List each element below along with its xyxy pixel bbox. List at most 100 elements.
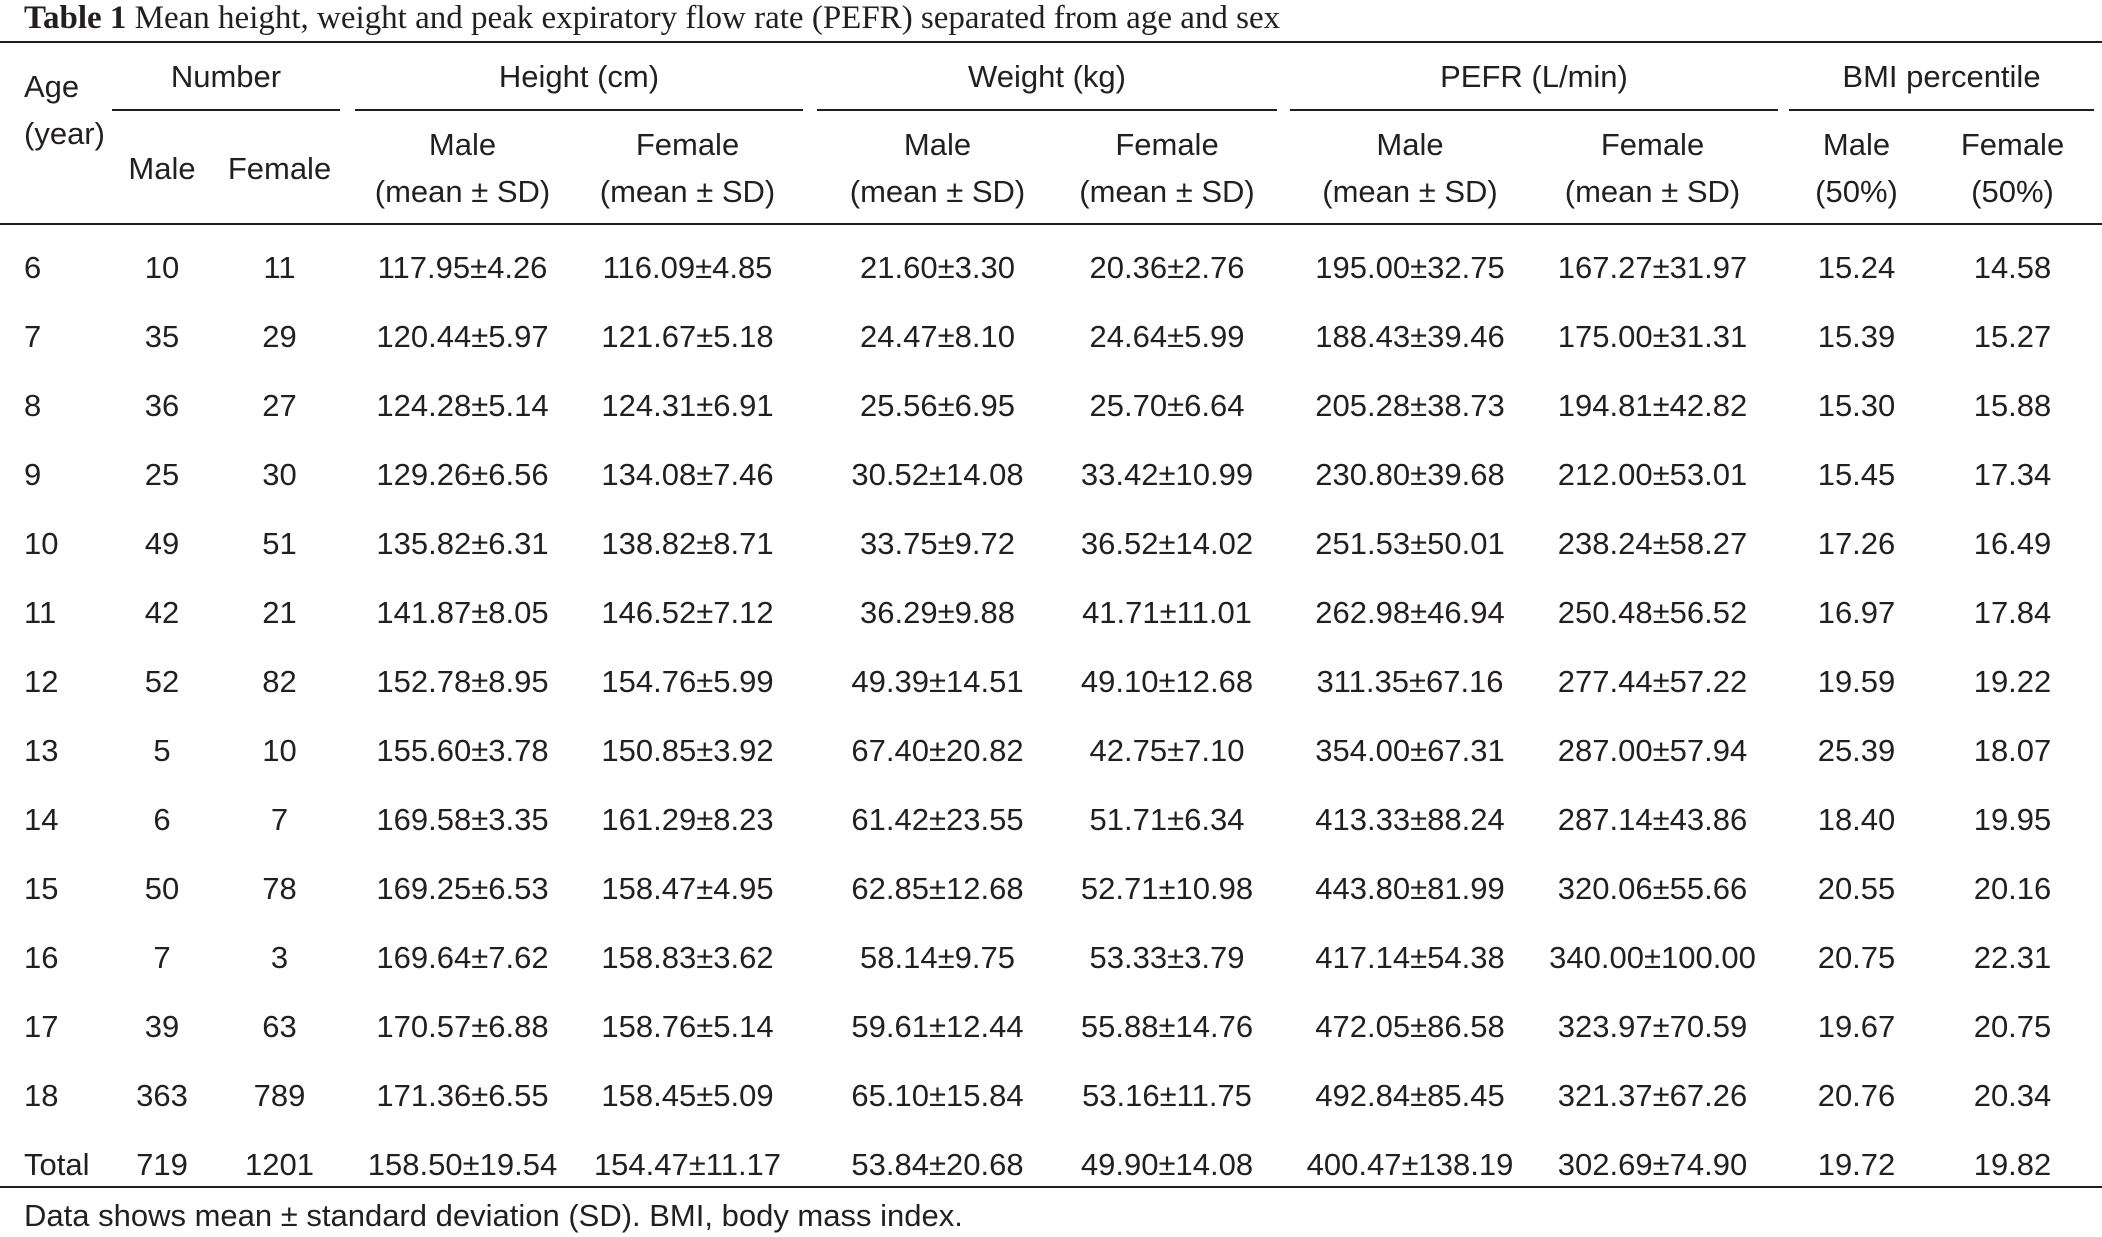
cell-age: 12 [24,664,59,699]
cell-weight-male: 21.60±3.30 [860,250,1015,285]
header-pefr-female-line2: (mean ± SD) [1564,174,1741,209]
cell-number-female: 51 [262,526,297,561]
cell-number-female: 3 [270,940,289,975]
cell-height-male: 170.57±6.88 [376,1009,549,1044]
cell-number-male: 36 [144,388,180,423]
cell-pefr-female: 287.00±57.94 [1557,733,1748,768]
cell-weight-male: 67.40±20.82 [851,733,1024,768]
cell-number-male: 7 [153,940,171,975]
cell-pefr-male: 417.14±54.38 [1315,940,1505,975]
cell-bmi-male: 17.26 [1817,526,1896,561]
cell-weight-male: 53.84±20.68 [851,1147,1024,1182]
cell-pefr-female: 175.00±31.31 [1557,319,1748,354]
cell-pefr-male: 311.35±67.16 [1316,664,1504,699]
cell-weight-female: 33.42±10.99 [1080,457,1254,492]
cell-height-female: 154.76±5.99 [601,664,774,699]
table-top-rule [0,41,2102,43]
header-group-pefr: PEFR (L/min) [1440,59,1628,94]
cell-weight-female: 20.36±2.76 [1089,250,1245,285]
cell-bmi-female: 19.22 [1973,664,2052,699]
cell-height-male: 169.25±6.53 [376,871,549,906]
cell-bmi-female: 17.34 [1973,457,2052,492]
cell-bmi-female: 20.34 [1973,1078,2052,1113]
cell-pefr-male: 262.98±46.94 [1315,595,1505,630]
cell-age: 10 [24,526,59,561]
cell-bmi-male: 15.39 [1817,319,1896,354]
cell-bmi-female: 17.84 [1973,595,2052,630]
cell-weight-male: 59.61±12.44 [851,1009,1024,1044]
cell-age: 11 [24,595,57,630]
cell-age: 7 [24,319,42,354]
header-height-female: Female (mean ± SD) [575,121,800,215]
cell-bmi-female: 20.75 [1973,1009,2052,1044]
header-height-male-line2: (mean ± SD) [374,174,551,209]
cell-weight-male: 49.39±14.51 [851,664,1024,699]
cell-pefr-female: 238.24±58.27 [1557,526,1748,561]
header-bmi-female-line2: (50%) [1971,174,2054,209]
cell-bmi-male: 16.97 [1817,595,1896,630]
cell-number-female: 63 [262,1009,297,1044]
cell-height-female: 161.29±8.23 [601,802,774,837]
cell-height-female: 158.83±3.62 [601,940,774,975]
cell-number-female: 7 [270,802,289,837]
table-row: 17 39 63 170.57±6.88 158.76±5.14 59.61±12.44 5… [0,992,2102,1061]
table-footnote: Data shows mean ± standard deviation (SD… [24,1198,963,1233]
cell-height-male: 129.26±6.56 [376,457,549,492]
cell-weight-female: 25.70±6.64 [1089,388,1245,423]
table-row: 10 49 51 135.82±6.31 138.82±8.71 33.75±9.72 36… [0,509,2102,578]
group-rule-pefr [1290,109,1778,111]
header-bmi-male-line2: (50%) [1815,174,1898,209]
cell-pefr-male: 492.84±85.45 [1315,1078,1505,1113]
group-rule-height [355,109,803,111]
cell-weight-female: 49.10±12.68 [1080,664,1254,699]
cell-weight-female: 41.71±11.01 [1082,595,1252,630]
table-caption: Table 1 Mean height, weight and peak exp… [24,0,1280,40]
header-height-female-line2: (mean ± SD) [599,174,776,209]
table-row: 14 6 7 169.58±3.35 161.29±8.23 61.42±23.55 51.… [0,785,2102,854]
cell-pefr-female: 194.81±42.82 [1557,388,1748,423]
cell-pefr-male: 443.80±81.99 [1315,871,1505,906]
header-weight-male-line1: Male [903,127,972,162]
cell-pefr-male: 400.47±138.19 [1306,1147,1514,1182]
cell-bmi-female: 20.16 [1973,871,2052,906]
cell-weight-male: 24.47±8.10 [860,319,1015,354]
cell-weight-female: 52.71±10.98 [1080,871,1254,906]
cell-number-male: 35 [144,319,180,354]
cell-number-male: 52 [144,664,180,699]
cell-weight-female: 53.33±3.79 [1089,940,1245,975]
cell-number-female: 1201 [245,1147,314,1182]
cell-weight-male: 62.85±12.68 [851,871,1024,906]
header-group-weight: Weight (kg) [968,59,1126,94]
cell-pefr-male: 251.53±50.01 [1315,526,1505,561]
cell-number-male: 42 [144,595,180,630]
cell-weight-male: 33.75±9.72 [860,526,1015,561]
cell-height-male: 169.64±7.62 [376,940,549,975]
cell-bmi-female: 19.95 [1973,802,2052,837]
table-row: 11 42 21 141.87±8.05 146.52±7.12 36.29±9.88 41… [0,578,2102,647]
header-weight-female-line2: (mean ± SD) [1079,174,1255,209]
header-pefr-male-line1: Male [1376,127,1444,162]
cell-pefr-male: 205.28±38.73 [1315,388,1505,423]
cell-number-male: 5 [153,733,171,768]
cell-number-male: 50 [144,871,180,906]
cell-weight-male: 30.52±14.08 [851,457,1024,492]
table-row: Total 719 1201 158.50±19.54 154.47±11.17 53.8… [0,1130,2102,1199]
cell-weight-female: 55.88±14.76 [1080,1009,1254,1044]
cell-height-male: 141.87±8.05 [376,595,549,630]
cell-bmi-female: 14.58 [1973,250,2052,285]
cell-number-female: 10 [262,733,297,768]
cell-pefr-female: 340.00±100.00 [1549,940,1756,975]
table-row: 7 35 29 120.44±5.97 121.67±5.18 24.47±8.10 24.… [0,302,2102,371]
cell-pefr-female: 212.00±53.01 [1557,457,1748,492]
cell-number-female: 27 [262,388,297,423]
cell-number-male: 49 [144,526,180,561]
cell-age: 15 [24,871,59,906]
header-age: Age (year) [24,63,114,157]
group-rule-number [112,109,340,111]
cell-height-female: 150.85±3.92 [601,733,774,768]
cell-number-female: 78 [262,871,297,906]
table-row: 9 25 30 129.26±6.56 134.08±7.46 30.52±14.08 33… [0,440,2102,509]
cell-bmi-male: 20.55 [1817,871,1896,906]
header-bmi-female: Female (50%) [1935,121,2090,215]
cell-pefr-female: 287.14±43.86 [1557,802,1748,837]
